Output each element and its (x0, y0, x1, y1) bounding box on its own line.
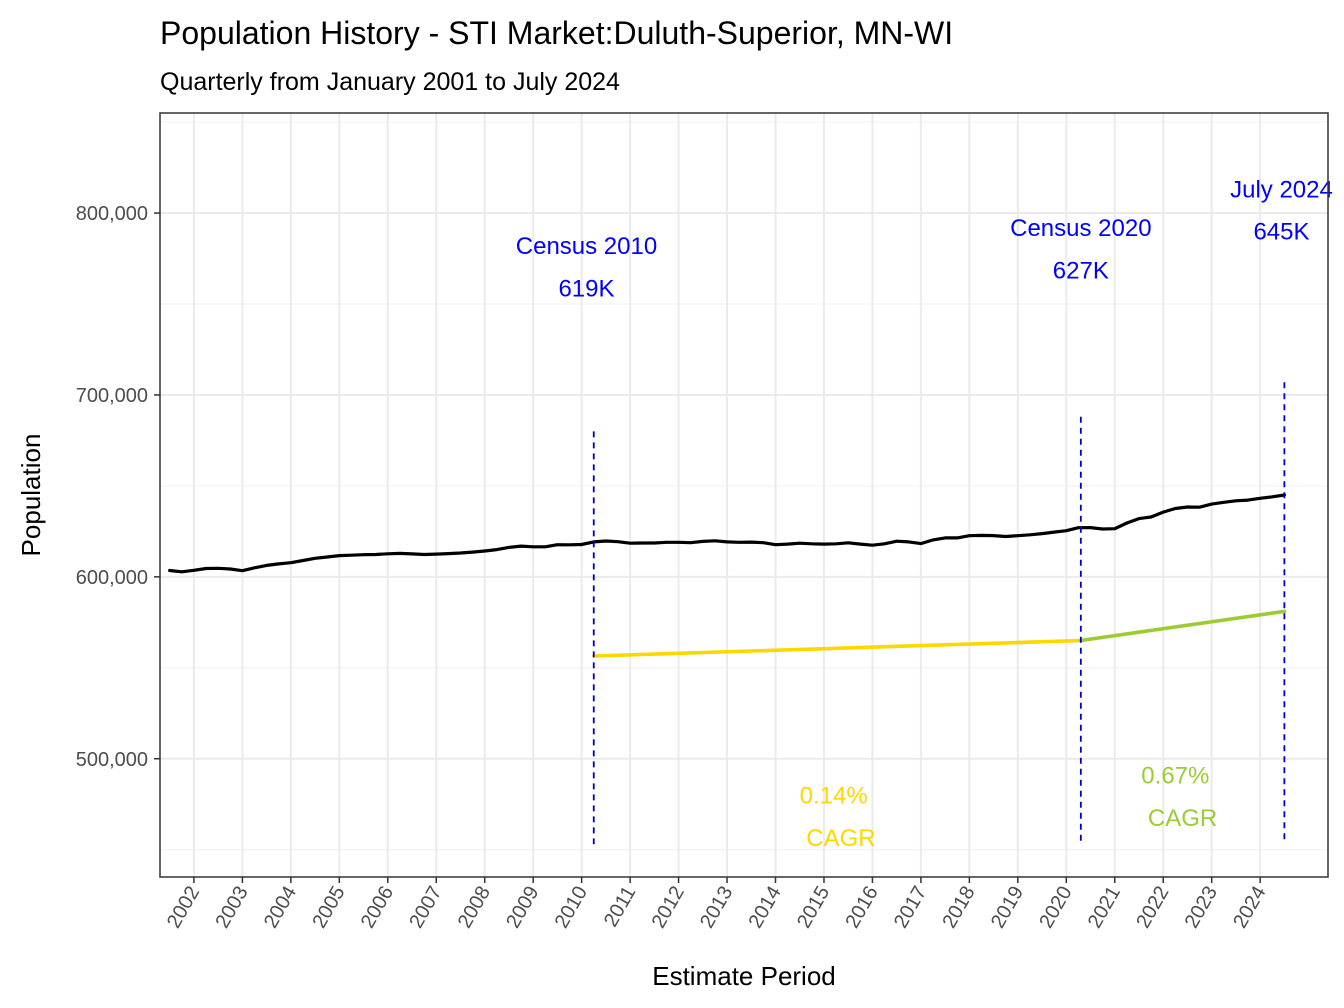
x-axis-title: Estimate Period (652, 961, 836, 991)
annotation-label: 645K (1253, 218, 1309, 245)
plot-border (159, 112, 1329, 878)
x-tick-label: 2021 (1084, 883, 1125, 933)
y-tick-label: 800,000 (76, 203, 148, 225)
y-axis-title: Population (16, 434, 46, 557)
x-tick-label: 2004 (260, 883, 301, 933)
x-tick-label: 2012 (648, 883, 689, 933)
x-tick-label: 2007 (405, 883, 446, 933)
x-tick-label: 2006 (357, 883, 398, 933)
plot-background (160, 113, 1328, 877)
series-line-1 (168, 493, 1287, 574)
x-tick-label: 2008 (454, 883, 495, 933)
annotation-label: July 2024 (1230, 177, 1333, 204)
y-tick-label: 600,000 (76, 567, 148, 589)
chart-subtitle: Quarterly from January 2001 to July 2024 (160, 68, 620, 96)
series-line-3 (1079, 609, 1287, 643)
y-tick-label: 700,000 (76, 385, 148, 407)
x-tick-label: 2005 (308, 883, 349, 933)
series-layer (168, 493, 1287, 658)
x-tick-label: 2009 (502, 883, 543, 933)
x-tick-label: 2003 (211, 883, 252, 933)
x-tick-label: 2002 (163, 883, 204, 933)
x-tick-label: 2017 (890, 883, 931, 933)
annotation-label: Census 2010 (516, 233, 657, 260)
annotation-label: 0.14% (800, 782, 868, 809)
x-tick-label: 2019 (987, 882, 1028, 932)
annotation-label: 627K (1053, 258, 1109, 285)
x-tick-label: 2016 (841, 883, 882, 933)
x-tick-label: 2018 (938, 883, 979, 933)
x-tick-label: 2024 (1229, 883, 1270, 933)
y-tick-label: 500,000 (76, 749, 148, 771)
x-tick-label: 2011 (600, 883, 641, 931)
x-tick-label: 2010 (551, 883, 592, 933)
annotation-label: 619K (558, 276, 614, 303)
annotation-label: Census 2020 (1010, 215, 1151, 242)
x-tick-label: 2020 (1035, 883, 1076, 933)
grid (160, 113, 1328, 877)
series-line-2 (591, 638, 1083, 658)
x-tick-label: 2023 (1181, 883, 1222, 933)
x-tick-label: 2015 (793, 883, 834, 933)
annotation-label: 0.67% (1141, 762, 1209, 789)
x-tick-label: 2014 (745, 883, 786, 933)
annotations: Census 2010 619K Census 2020 627K July 2024 6… (516, 177, 1333, 852)
x-tick-label: 2022 (1132, 883, 1173, 933)
annotation-label: CAGR (1148, 805, 1217, 832)
annotation-label: CAGR (806, 825, 875, 852)
x-tick-label: 2013 (696, 883, 737, 933)
chart-title: Population History - STI Market:Duluth-S… (160, 15, 953, 51)
